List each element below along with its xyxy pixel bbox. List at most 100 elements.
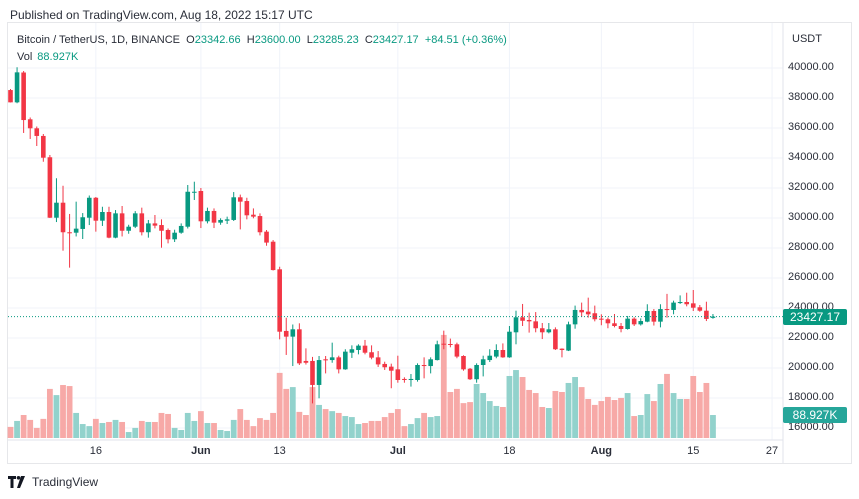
price-tick-label: 26000.00	[788, 271, 834, 283]
volume-bar	[499, 406, 506, 438]
candle-body	[612, 323, 617, 326]
volume-bar	[138, 420, 145, 438]
volume-bar	[27, 419, 34, 438]
volume-bar	[473, 383, 480, 438]
time-tick-label: 15	[687, 445, 700, 457]
candle-body	[618, 326, 624, 329]
candle-body	[67, 232, 72, 234]
candle-body	[559, 348, 565, 350]
candle-body	[408, 378, 414, 380]
last-volume-badge: 88.927K	[783, 407, 847, 424]
candle-body	[198, 191, 204, 222]
candle-body	[507, 331, 512, 358]
candle-body	[625, 318, 630, 329]
candle-body	[441, 343, 447, 345]
candle-body	[553, 329, 558, 350]
volume-bar	[447, 392, 454, 438]
candle-body	[402, 378, 407, 380]
volume-bar	[710, 415, 716, 438]
candle-body	[631, 318, 637, 325]
candle-body	[664, 309, 670, 311]
price-tick-label: 28000.00	[788, 241, 834, 253]
last-price-badge: 23427.17	[783, 308, 847, 325]
volume-bar	[342, 416, 349, 438]
volume-bar	[184, 412, 191, 438]
volume-bar	[112, 419, 119, 438]
price-tick-label: 20000.00	[788, 361, 834, 373]
volume-bar	[526, 389, 533, 438]
volume-bar	[493, 405, 500, 438]
volume-bar	[145, 421, 152, 438]
volume-bar	[79, 424, 86, 438]
candle-body	[218, 219, 223, 223]
volume-bar	[664, 373, 670, 438]
volume-bar	[165, 413, 171, 438]
candle-body	[211, 210, 217, 223]
volume-bar	[224, 431, 231, 438]
candle-body	[428, 359, 433, 367]
volume-bar	[644, 394, 651, 438]
volume-bar	[263, 419, 270, 438]
candles	[8, 67, 716, 404]
candle-body	[54, 202, 59, 218]
volume-bar	[381, 417, 388, 438]
published-caption: Published on TradingView.com, Aug 18, 20…	[10, 8, 313, 22]
volume-bar	[434, 416, 441, 438]
candle-body	[671, 302, 676, 310]
volume-bar	[578, 387, 585, 438]
candle-body	[592, 313, 598, 320]
volume-bar	[99, 423, 106, 438]
candle-body	[454, 344, 460, 357]
price-tick-label: 18000.00	[788, 391, 834, 403]
candle-body	[244, 201, 250, 216]
candle-body	[566, 324, 571, 351]
candle-body	[461, 356, 466, 370]
tradingview-logo[interactable]: TradingView	[8, 475, 98, 489]
volume-bar	[486, 401, 493, 438]
symbol-title: Bitcoin / TetherUS, 1D, BINANCE	[17, 34, 181, 46]
volume-bar	[197, 411, 204, 438]
candle-body	[251, 214, 256, 217]
candle-body	[277, 269, 282, 332]
change-value: +84.51 (+0.36%)	[424, 34, 507, 46]
volume-bar	[585, 398, 592, 438]
tradingview-logo-icon	[8, 476, 25, 488]
candle-body	[704, 310, 709, 319]
candle-body	[467, 368, 473, 380]
candle-body	[395, 369, 401, 380]
candle-body	[638, 321, 644, 325]
candle-body	[270, 241, 276, 271]
candle-body	[86, 197, 92, 218]
volume-bars	[7, 334, 716, 438]
candle-body	[500, 350, 506, 358]
volume-bar	[119, 421, 126, 438]
volume-bar	[624, 393, 631, 438]
volume-bar	[362, 423, 368, 438]
volume-bar	[92, 418, 99, 438]
volume-bar	[250, 426, 257, 438]
volume-bar	[414, 418, 421, 438]
volume-bar	[86, 426, 93, 438]
volume-bar	[539, 406, 546, 438]
volume-bar	[66, 386, 73, 438]
volume-bar	[605, 396, 611, 438]
candle-body	[356, 345, 361, 350]
volume-bar	[467, 402, 473, 438]
candle-body	[34, 128, 40, 136]
candle-body	[231, 197, 237, 220]
volume-bar	[683, 398, 690, 438]
candle-body	[343, 351, 348, 370]
low-label: L	[306, 34, 313, 46]
candle-body	[526, 320, 532, 322]
candle-body	[41, 135, 46, 158]
volume-bar	[289, 387, 296, 438]
volume-bar	[591, 404, 598, 438]
candle-body	[14, 72, 20, 103]
volume-bar	[572, 377, 578, 438]
volume-bar	[703, 382, 710, 438]
candle-body	[165, 230, 171, 240]
volume-bar	[611, 400, 618, 438]
candle-body	[539, 328, 545, 333]
volume-bar	[513, 370, 519, 438]
